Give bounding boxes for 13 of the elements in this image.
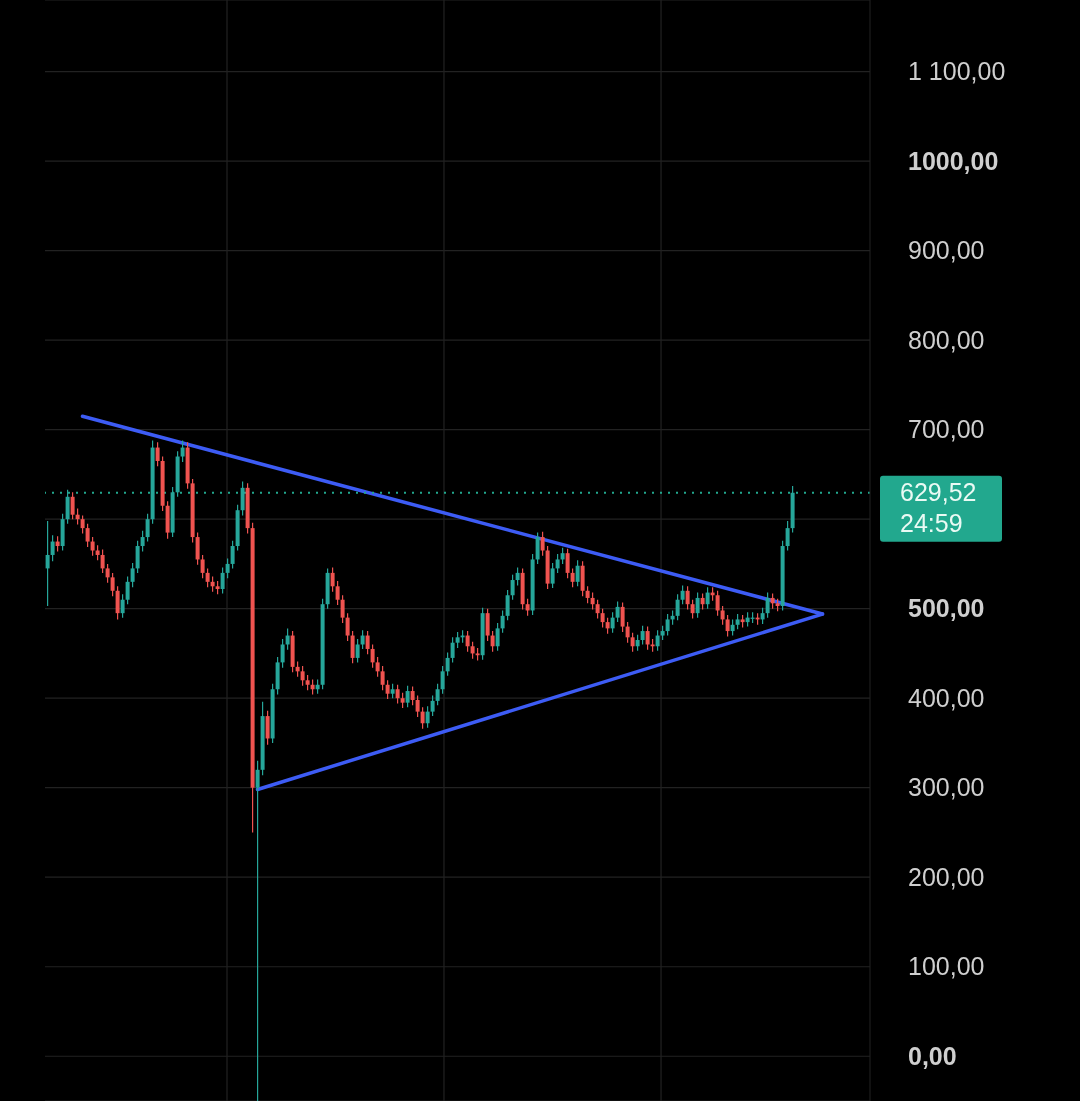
y-tick-label: 800,00: [908, 325, 985, 354]
y-tick-label: 0,00: [908, 1041, 957, 1070]
y-tick-label: 700,00: [908, 415, 985, 444]
y-tick-label: 900,00: [908, 236, 985, 265]
y-tick-label: 200,00: [908, 862, 985, 891]
text: 24:59: [900, 509, 963, 538]
y-tick-label: 300,00: [908, 773, 985, 802]
y-tick-label: 1 100,00: [908, 57, 1006, 86]
y-tick-label: 1000,00: [908, 146, 999, 175]
y-tick-label: 400,00: [908, 683, 985, 712]
y-tick-label: 500,00: [908, 594, 985, 623]
ref-line-label: 629,52: [900, 478, 977, 507]
y-tick-label: 100,00: [908, 952, 985, 981]
